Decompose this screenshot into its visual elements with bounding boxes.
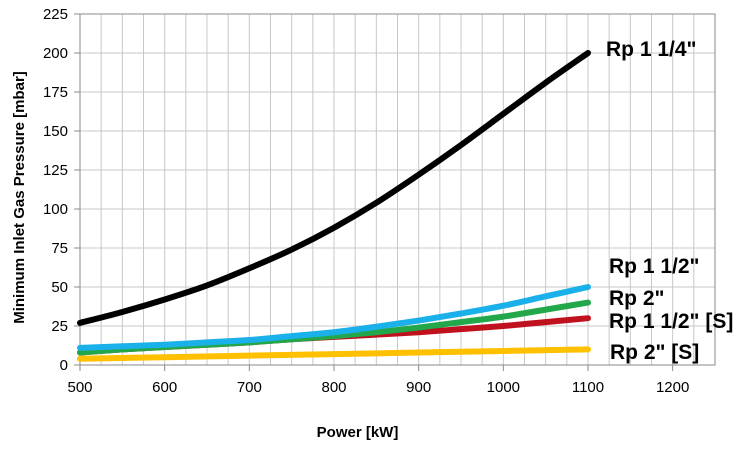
series-line-rp-2-s [77,346,591,362]
series-lines [77,50,591,362]
y-tick-label: 200 [43,45,68,62]
y-tick-label: 50 [51,279,68,296]
x-tick-label: 900 [406,379,431,396]
y-axis-title: Minimum Inlet Gas Pressure [mbar] [11,71,28,324]
series-label-rp-2: Rp 2" [609,287,664,310]
x-tick-label: 700 [237,379,262,396]
series-line-rp-1-1-2 [77,284,591,351]
x-tick-label: 600 [152,379,177,396]
series-labels: Rp 1 1/4" Rp 1 1/2" Rp 2"Rp 1 1/2" [S] Rp 2… [606,38,733,364]
series-line-rp-1-1-4 [77,50,591,326]
y-tick-label: 100 [43,201,68,218]
plot-border [79,13,716,366]
y-tick-label: 25 [51,318,68,335]
axes: 0 25 50 75 100 125 150 175 200 225 500 600 700 800 900… [43,6,716,396]
series-label-rp-1-1-2: Rp 1 1/2" [609,255,700,278]
x-tick-label: 1100 [572,379,604,396]
series-label-rp-2-s: Rp 2" [S] [610,341,699,364]
y-tick-label: 150 [43,123,68,140]
y-tick-label: 0 [60,357,68,374]
y-tick-label: 125 [43,162,68,179]
x-tick-label: 500 [67,379,92,396]
x-axis-title: Power [kW] [317,424,399,441]
y-tick-label: 75 [51,240,68,257]
series-label-rp-1-1-4: Rp 1 1/4" [606,38,697,61]
y-tick-label: 225 [43,6,68,23]
x-tick-label: 800 [321,379,346,396]
x-tick-label: 1000 [487,379,520,396]
series-label-rp-1-1-2-s: Rp 1 1/2" [S] [609,310,733,333]
y-tick-label: 175 [43,84,68,101]
x-tick-label: 1200 [656,379,689,396]
